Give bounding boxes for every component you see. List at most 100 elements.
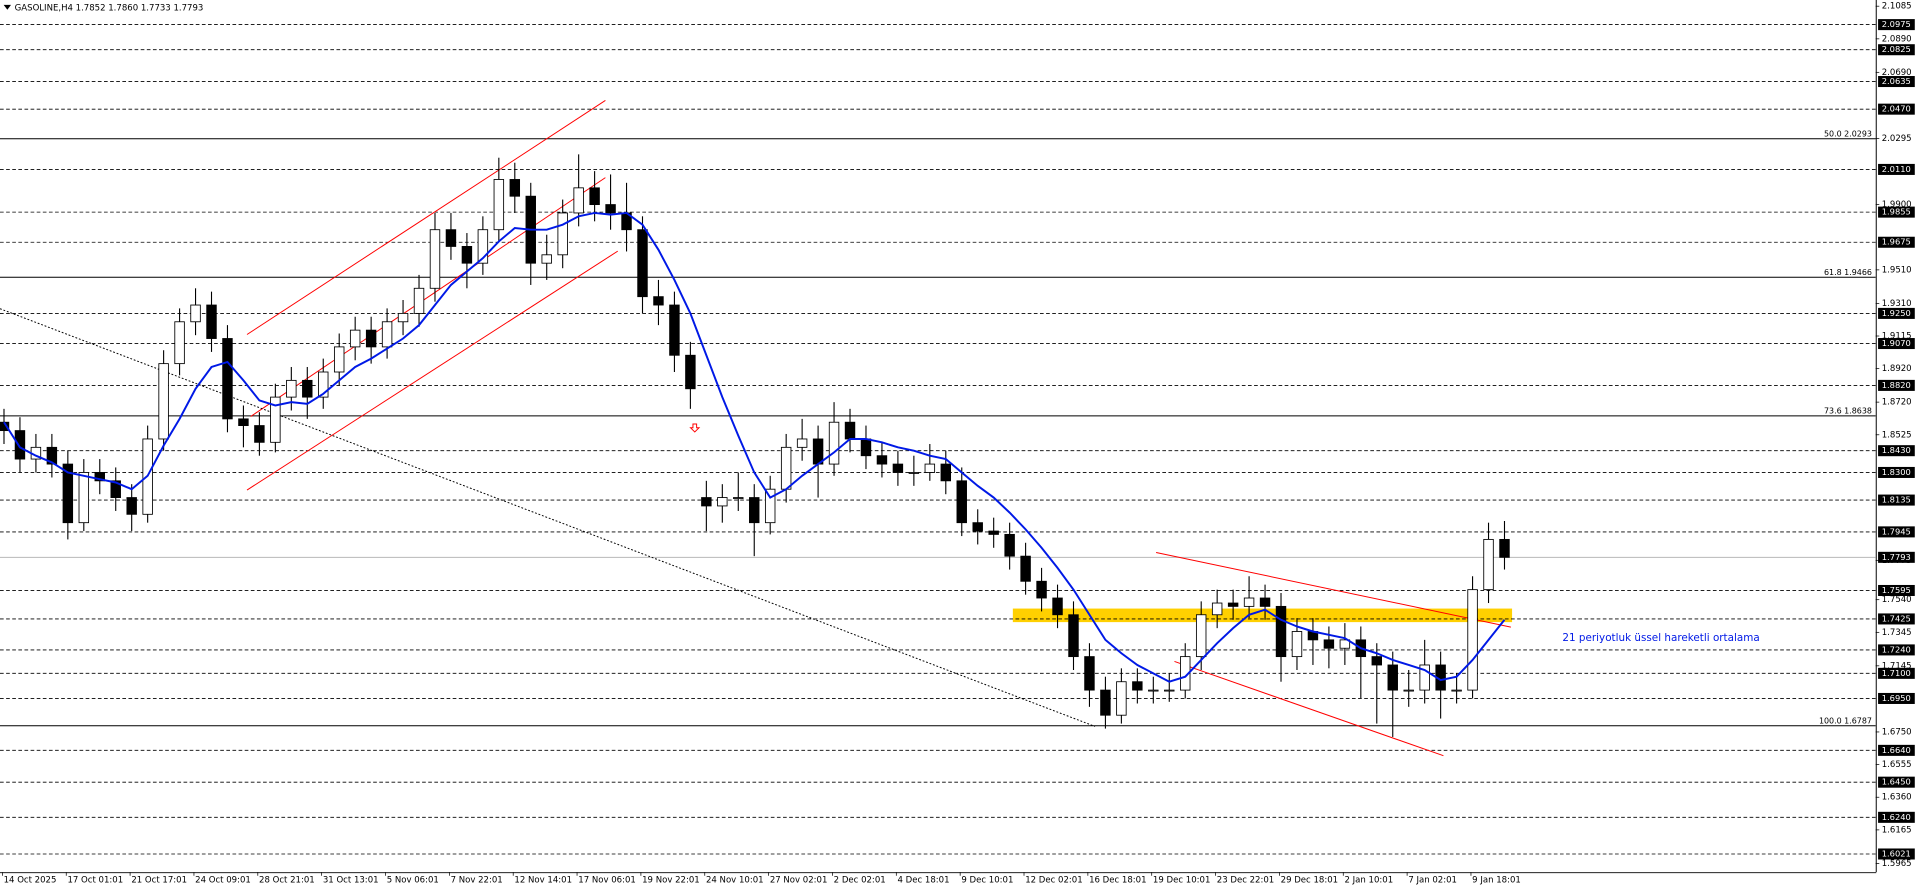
header-triangle[interactable] — [3, 4, 12, 10]
y-tick-label: 2.1085 — [1882, 2, 1912, 12]
level-label: 2.0975 — [1882, 19, 1911, 29]
level-label-box — [1878, 19, 1915, 31]
y-tick-label: 1.8525 — [1882, 430, 1912, 440]
candle-body — [445, 229, 457, 247]
candle-body — [988, 530, 999, 535]
level-label-box — [1878, 692, 1915, 704]
candle-body — [653, 296, 664, 306]
candle-body — [461, 246, 473, 264]
level-label: 2.0470 — [1882, 104, 1911, 114]
candle-body — [860, 438, 872, 457]
x-tick-label: 12 Dec 02:01 — [1025, 876, 1082, 886]
level-label: 2.0825 — [1882, 44, 1911, 54]
x-tick-label: 9 Jan 18:01 — [1472, 876, 1521, 886]
y-tick-label: 1.9900 — [1882, 200, 1912, 210]
level-label: 1.8300 — [1882, 467, 1911, 477]
candle-body — [206, 304, 217, 339]
candle-body — [1323, 639, 1335, 649]
candle-body — [1387, 664, 1398, 691]
y-tick-label: 1.9510 — [1882, 265, 1912, 275]
trendline — [250, 177, 606, 417]
fib-label: 73.6 1.8638 — [1824, 406, 1872, 415]
candle-body — [1451, 689, 1462, 692]
level-label-box — [1878, 236, 1915, 248]
candle-body — [1116, 681, 1127, 716]
candle-body — [908, 472, 920, 474]
candle-body — [126, 497, 137, 515]
level-label-box — [1878, 44, 1915, 56]
x-tick-label: 29 Dec 18:01 — [1281, 876, 1338, 886]
y-tick-label: 1.7345 — [1882, 628, 1912, 638]
y-tick-label: 1.9310 — [1882, 299, 1912, 309]
candle-body — [573, 187, 584, 214]
x-tick-label: 5 Nov 06:01 — [387, 876, 439, 886]
header-title: GASOLINE,H4 1.7852 1.7860 1.7733 1.7793 — [15, 3, 204, 13]
x-tick-label: 19 Dec 10:01 — [1153, 876, 1210, 886]
candle-body — [46, 446, 58, 465]
level-label-box — [1878, 103, 1915, 115]
candle-body — [701, 497, 712, 507]
level-label-box — [1878, 338, 1915, 350]
level-label-box — [1878, 526, 1915, 538]
candle-body — [62, 463, 74, 524]
x-tick-label: 19 Nov 22:01 — [642, 876, 700, 886]
level-label-box — [1878, 206, 1915, 218]
candle-body — [94, 472, 105, 482]
candle-body — [413, 287, 425, 314]
level-label-box — [1878, 667, 1915, 679]
support-zone — [1012, 608, 1513, 623]
candle-body — [1004, 533, 1015, 557]
candle-body — [286, 379, 297, 398]
candle-body — [605, 204, 616, 214]
level-label-box — [1878, 466, 1915, 478]
candle-body — [972, 522, 983, 532]
level-label: 1.6021 — [1882, 848, 1911, 858]
x-tick-label: 9 Dec 10:01 — [961, 876, 1013, 886]
candle-body — [1499, 538, 1510, 558]
candle-body — [1132, 681, 1143, 691]
level-label: 1.9855 — [1882, 207, 1911, 217]
y-tick-label: 1.7540 — [1882, 595, 1912, 605]
current-price-box — [1878, 551, 1915, 563]
candle-body — [174, 321, 185, 365]
level-label-box — [1878, 811, 1915, 823]
candle-body — [1148, 689, 1159, 692]
x-tick-label: 31 Oct 13:01 — [323, 876, 379, 886]
candle-body — [1403, 689, 1414, 692]
level-label: 1.7100 — [1882, 668, 1911, 678]
candle-body — [1020, 555, 1031, 582]
candle-body — [956, 480, 967, 524]
candle-body — [1339, 639, 1351, 649]
level-label: 1.6450 — [1882, 777, 1911, 787]
y-tick-label: 1.8920 — [1882, 364, 1912, 374]
candle-body — [1036, 580, 1047, 599]
x-tick-label: 21 Oct 17:01 — [131, 876, 187, 886]
level-label: 2.0110 — [1882, 164, 1911, 174]
candle-body — [1291, 631, 1303, 658]
candle-body — [541, 254, 552, 264]
level-label: 1.8430 — [1882, 445, 1911, 455]
candle-body — [924, 463, 936, 473]
candle-body — [844, 421, 856, 440]
candle-body — [14, 430, 26, 460]
level-label: 1.9070 — [1882, 338, 1911, 348]
candle-body — [940, 463, 952, 482]
y-tick-label: 1.8720 — [1882, 398, 1912, 408]
ema-annotation: 21 periyotluk üssel hareketli ortalama — [1562, 632, 1759, 644]
trendline — [246, 250, 619, 491]
trendline — [1174, 661, 1444, 757]
candle-body — [270, 396, 281, 443]
trendline — [0, 308, 1096, 727]
candle-body — [1052, 597, 1063, 616]
y-tick-label: 2.0690 — [1882, 68, 1912, 78]
candle-body — [318, 371, 329, 398]
level-label-box — [1878, 163, 1915, 175]
level-label-box — [1878, 848, 1915, 860]
y-tick-label: 1.6555 — [1882, 760, 1912, 770]
level-label: 1.8135 — [1882, 495, 1911, 505]
candle-body — [1164, 689, 1175, 692]
candle-body — [892, 463, 904, 473]
candle-body — [349, 329, 361, 348]
level-label-box — [1878, 613, 1915, 625]
